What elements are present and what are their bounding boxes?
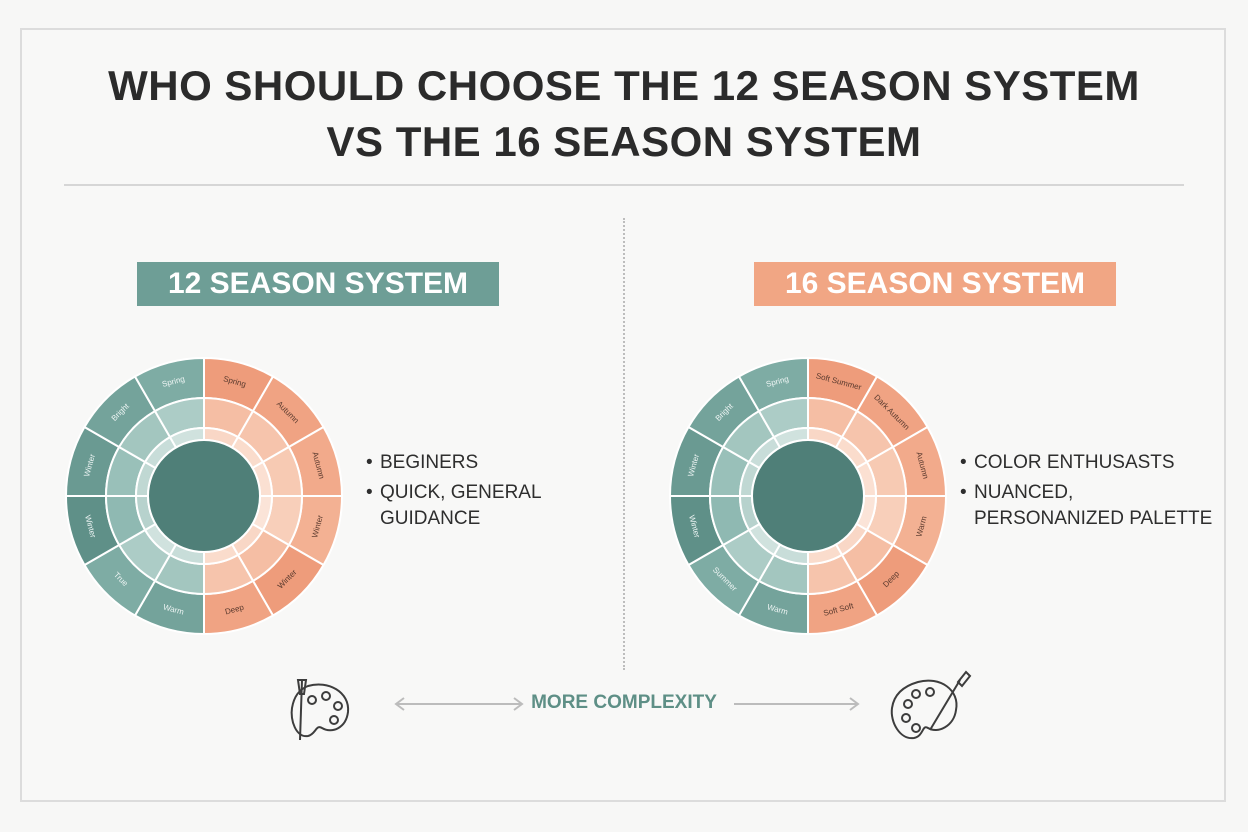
arrow-left-head-start	[394, 697, 405, 711]
bullet-text: NUANCED, PERSONANIZED PALETTE	[974, 482, 1213, 529]
palette-brush-icon	[290, 679, 350, 741]
complexity-label: MORE COMPLEXITY	[531, 692, 717, 713]
arrow-left-head-end	[513, 697, 524, 711]
bullet-item: • QUICK, GENERAL GUIDANCE	[366, 480, 560, 532]
title-divider	[64, 184, 1184, 186]
bullet-item: • NUANCED, PERSONANIZED PALETTE	[960, 480, 1214, 532]
page-title: WHO SHOULD CHOOSE THE 12 SEASON SYSTEM V…	[0, 58, 1248, 170]
wheel-12-season: SpringAutumnAutumnWinterWinterDeepWarmTr…	[64, 356, 344, 636]
bullet-text: COLOR ENTHUSASTS	[974, 452, 1175, 473]
bullet-item: • BEGINERS	[366, 450, 560, 476]
title-line-2: VS THE 16 SEASON SYSTEM	[326, 118, 922, 165]
bullet-text: QUICK, GENERAL GUIDANCE	[380, 482, 541, 529]
wheel-center	[751, 439, 865, 553]
palette-brush-icon	[890, 670, 972, 740]
banner-12-season: 12 SEASON SYSTEM	[137, 262, 499, 306]
wheel-center	[147, 439, 261, 553]
column-divider	[623, 218, 625, 670]
arrow-right-head	[849, 697, 860, 711]
bullet-text: BEGINERS	[380, 452, 479, 473]
bullet-item: • COLOR ENTHUSASTS	[960, 450, 1214, 476]
bullets-16-season: • COLOR ENTHUSASTS • NUANCED, PERSONANIZED…	[960, 450, 1214, 532]
bullets-12-season: • BEGINERS • QUICK, GENERAL GUIDANCE	[366, 450, 560, 532]
title-line-1: WHO SHOULD CHOOSE THE 12 SEASON SYSTEM	[108, 62, 1140, 109]
banner-16-season: 16 SEASON SYSTEM	[754, 262, 1116, 306]
